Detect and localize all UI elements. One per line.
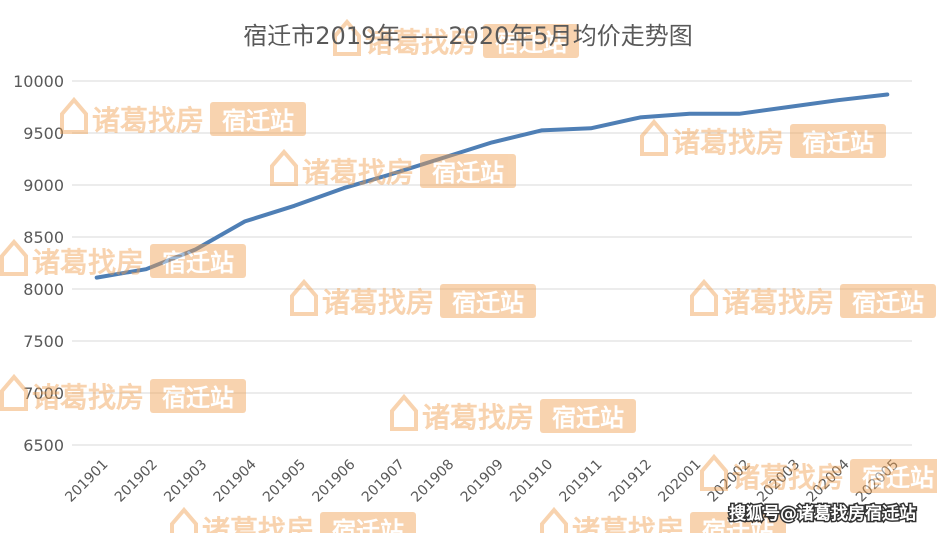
watermark-badge: 宿迁站 [802,129,874,157]
house-icon [60,96,88,134]
watermark: 诸葛找房 宿迁站 [690,278,936,319]
house-icon [640,118,668,156]
watermark-brand: 诸葛找房 [572,514,684,533]
watermark-brand: 诸葛找房 [365,26,477,59]
watermark-badge: 宿迁站 [862,464,934,492]
y-axis-ticks: 6500 7000 7500 8000 8500 9000 9500 10000 [13,72,64,455]
watermark-brand: 诸葛找房 [202,514,314,533]
watermark: 诸葛找房 宿迁站 [60,96,306,137]
x-tick-label: 201906 [309,456,358,505]
watermark-badge: 宿迁站 [162,249,234,277]
chart-title: 宿迁市2019年——2020年5月均价走势图 [243,22,692,50]
series-line [94,92,890,280]
watermark-brand: 诸葛找房 [322,286,434,319]
y-tick-label: 8000 [23,280,64,299]
house-icon [700,453,728,491]
watermark-badge: 宿迁站 [432,159,504,187]
x-tick-label: 201912 [606,457,655,506]
watermark: 诸葛找房 宿迁站 [0,238,246,279]
x-tick-label: 201902 [112,457,161,506]
watermark-brand: 诸葛找房 [722,286,834,319]
watermark-badge-box [320,512,416,537]
watermark-badge-box [850,459,937,493]
credit-text: 搜狐号@诸葛找房宿迁站 [729,503,916,524]
watermark: 诸葛找房 宿迁站 [0,373,246,414]
watermark-badge: 宿迁站 [452,289,524,317]
house-icon [0,373,28,411]
watermark-badge: 宿迁站 [495,29,567,57]
watermark-badge-box [150,244,246,278]
y-tick-label: 9500 [23,124,64,143]
grid-lines [72,80,912,446]
watermark-badge: 宿迁站 [162,384,234,412]
watermark-brand: 诸葛找房 [422,401,534,434]
x-tick-label: 201908 [408,457,457,506]
watermark-badge-box [440,284,536,318]
watermark-brand: 诸葛找房 [92,104,204,137]
y-tick-label: 6500 [23,436,64,455]
watermark-brand: 诸葛找房 [732,461,844,494]
watermark: 诸葛找房 宿迁站 [540,506,786,537]
watermark: 诸葛找房 宿迁站 [640,118,886,159]
watermark-badge: 宿迁站 [332,517,404,533]
watermark-brand: 诸葛找房 [672,126,784,159]
watermark-badge: 宿迁站 [852,289,924,317]
x-tick-label: 201910 [507,457,556,506]
watermark-layer: 诸葛找房 宿迁站诸葛找房 宿迁站诸葛找房 宿迁站诸葛找房 宿迁站诸葛找房 宿迁站诸葛找房宿… [0,18,937,537]
x-tick-label: 201901 [62,457,111,506]
watermark-brand: 诸葛找房 [302,156,414,189]
y-tick-label: 9000 [23,176,64,195]
x-tick-label: 202001 [655,457,704,506]
watermark: 诸葛找房 宿迁站 [270,148,516,189]
watermark-badge-box [210,102,306,136]
x-tick-label: 201907 [359,457,408,506]
x-tick-label: 201905 [260,457,309,506]
house-icon [333,18,361,56]
watermark-badge-box [420,154,516,188]
house-icon [170,506,198,537]
house-icon [270,148,298,186]
house-icon [290,278,318,316]
watermark-badge-box [840,284,936,318]
watermark-badge: 宿迁站 [222,107,294,135]
watermark-badge-box [540,399,636,433]
watermark: 诸葛找房 宿迁站 [170,506,416,537]
watermark-badge-box [150,379,246,413]
watermark-badge-box [483,24,579,58]
x-tick-label: 201904 [211,456,260,505]
series-layer [94,92,890,280]
watermark-badge-box [790,124,886,158]
watermark-badge: 宿迁站 [702,517,774,533]
y-tick-label: 8500 [23,228,64,247]
watermark-brand: 诸葛找房 [32,381,144,414]
watermark-badge-box [690,512,786,537]
watermark-badge: 宿迁站 [552,404,624,432]
y-tick-label: 10000 [13,72,64,91]
x-tick-label: 201911 [557,457,606,506]
house-icon [0,238,28,276]
house-icon [540,506,568,537]
x-tick-label: 201909 [458,457,507,506]
watermark: 诸葛找房 宿迁站 [390,393,636,434]
watermark: 诸葛找房 宿迁站 [290,278,536,319]
watermark: 诸葛找房 宿迁站 [700,453,937,494]
house-icon [390,393,418,431]
x-tick-label: 201903 [161,457,210,506]
watermark: 诸葛找房 宿迁站 [333,18,579,59]
y-tick-label: 7500 [23,332,64,351]
house-icon [690,278,718,316]
y-tick-label: 7000 [23,384,64,403]
watermark-brand: 诸葛找房 [32,246,144,279]
